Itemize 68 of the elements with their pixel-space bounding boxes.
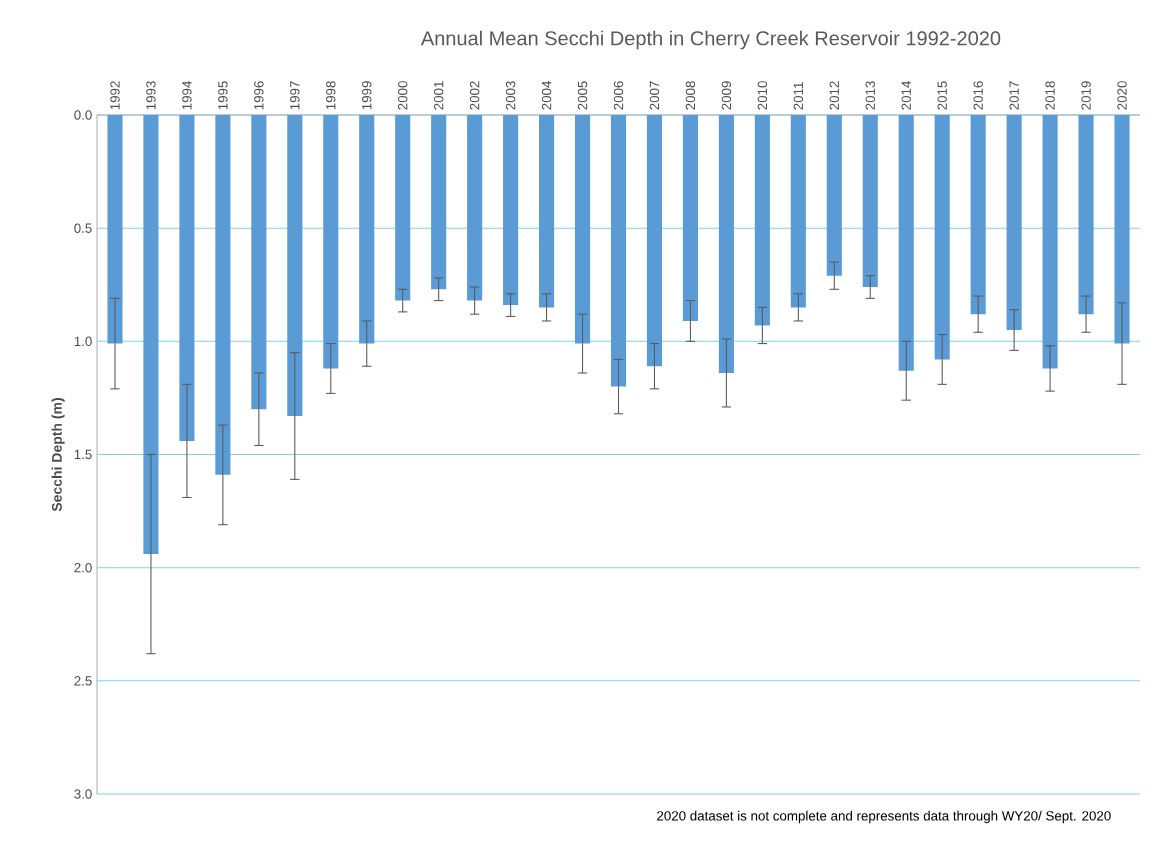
y-tick-label: 2.5 [74,676,92,686]
x-tick-label: 2020 [1117,81,1127,110]
y-tick-label: 3.0 [74,789,92,799]
bar [898,115,914,371]
x-tick-label: 2008 [685,81,696,110]
bar [503,115,519,306]
bar [431,115,447,290]
bar [539,115,555,308]
x-tick-label: 2003 [505,81,516,110]
x-tick-label: 2014 [901,81,911,110]
bar [467,115,483,301]
y-tick-label: 0.0 [74,110,92,120]
bar [862,115,878,288]
bar [970,115,986,315]
bar [682,115,698,321]
bar [790,115,806,308]
y-tick-label: 1.5 [74,449,92,460]
bar [1006,115,1022,331]
chart-title: Annual Mean Secchi Depth in Cherry Creek Reservoir 1992-2020 [420,30,1001,50]
x-tick-label: 1999 [362,81,372,110]
x-tick-label: 2004 [541,81,552,110]
x-tick-label: 1992 [110,81,120,110]
bar [251,115,267,410]
x-tick-label: 2013 [865,81,875,110]
x-tick-label: 2002 [469,81,480,110]
x-tick-label: 1996 [254,81,264,110]
x-tick-label: 2001 [433,81,444,110]
bar [215,115,231,475]
x-tick-label: 1993 [146,81,156,110]
x-tick-label: 2019 [1081,81,1091,110]
bar [107,115,123,344]
bar [323,115,339,369]
x-tick-label: 2018 [1045,81,1055,110]
x-tick-label: 1995 [218,81,228,110]
bar [359,115,375,344]
x-tick-label: 1994 [182,81,192,110]
bar [646,115,663,367]
x-tick-label: 2011 [793,82,804,110]
bar [395,115,411,301]
bar [1042,115,1058,369]
bar [1114,115,1130,344]
x-tick-label: 1997 [290,81,300,110]
x-tick-label: 2006 [613,81,624,110]
bar [754,115,770,326]
x-tick-label: 2016 [973,81,983,110]
x-tick-label: 2010 [757,81,768,110]
bar [574,115,591,344]
x-tick-label: 2017 [1009,81,1019,110]
bar [287,115,303,417]
x-tick-label: 2012 [829,81,840,110]
x-tick-label: 2000 [398,81,408,110]
y-axis-title: Secchi Depth (m) [51,398,65,512]
bar [826,115,842,276]
x-tick-label: 2009 [721,81,732,110]
bar [718,115,734,374]
bar [143,115,159,555]
bar [610,115,627,387]
x-tick-label: 1998 [326,81,336,110]
bar [179,115,195,441]
x-tick-label: 2007 [649,81,660,110]
x-tick-label: 2005 [577,81,588,110]
bar [934,115,950,360]
bar [1078,115,1094,315]
text: 2020 dataset is not complete and represents data through WY20/ Sept. 2020 [657,810,1111,824]
y-tick-label: 0.5 [74,223,92,233]
x-tick-label: 2015 [937,81,947,110]
y-tick-label: 2.0 [74,562,92,573]
y-tick-label: 1.0 [74,336,92,347]
